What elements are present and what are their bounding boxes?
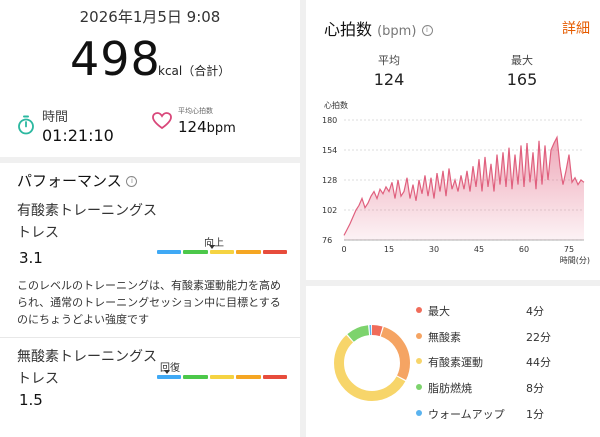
zone-slice-0 — [334, 325, 410, 401]
info-icon[interactable]: i — [126, 176, 138, 187]
section-divider — [0, 157, 300, 163]
chart-xtick-label: 45 — [474, 245, 484, 254]
aerobic-marker-icon — [209, 245, 215, 249]
duration-value: 01:21:10 — [42, 126, 114, 145]
aerobic-marker-label: 向上 — [204, 238, 224, 249]
stopwatch-icon — [18, 115, 34, 135]
scale-segment-3 — [236, 250, 261, 254]
chart-ytick-label: 180 — [322, 116, 337, 125]
chart-ytick-label: 76 — [322, 236, 332, 245]
anaerobic-stress-label: 無酸素トレーニングストレス — [17, 349, 157, 387]
scale-segment-2 — [209, 375, 235, 379]
aerobic-description: このレベルのトレーニングは、有酸素運動能力を高められ、通常のトレーニングセッショ… — [17, 279, 281, 326]
zone-color-dot — [416, 410, 422, 416]
zone-name: 無酸素 — [428, 331, 461, 344]
performance-title: パフォーマンス i — [17, 170, 138, 191]
aerobic-stress-scale — [157, 250, 289, 254]
performance-title-text: パフォーマンス — [17, 172, 122, 190]
details-link[interactable]: 詳細 — [562, 21, 590, 37]
chart-xtick-label: 60 — [519, 245, 529, 254]
avg-hr-unit: bpm — [206, 121, 236, 136]
zone-color-dot — [416, 384, 422, 390]
zone-name: 脂肪燃焼 — [428, 382, 472, 395]
zone-duration: 1分 — [526, 408, 544, 421]
scale-segment-3 — [236, 375, 261, 379]
zone-donut-chart — [334, 325, 410, 401]
scale-segment-0 — [157, 250, 182, 254]
aerobic-stress-value: 3.1 — [19, 249, 43, 267]
aerobic-stress-label: 有酸素トレーニングストレス — [17, 203, 157, 241]
hr-avg-value: 124 — [373, 70, 405, 89]
heart-rate-unit: (bpm) — [377, 24, 417, 39]
duration-label: 時間 — [42, 110, 69, 125]
chart-ytick-label: 102 — [322, 206, 337, 215]
zone-name: ウォームアップ — [428, 408, 505, 421]
section-divider — [300, 280, 600, 286]
chart-xtick-label: 15 — [384, 245, 394, 254]
avg-hr-number: 124 — [178, 118, 207, 136]
zone-color-dot — [416, 333, 422, 339]
chart-series-line — [343, 135, 585, 236]
info-icon[interactable]: i — [421, 25, 433, 36]
chart-ylabel: 心拍数 — [324, 100, 348, 110]
hr-max-label: 最大 — [511, 54, 533, 67]
heart-rate-title: 心拍数 (bpm) i — [324, 16, 433, 40]
zone-slice-1 — [334, 325, 410, 401]
scale-segment-2 — [209, 250, 235, 254]
calories-value: 498 — [70, 32, 161, 86]
anaerobic-marker-icon — [164, 370, 170, 374]
zone-name: 有酸素運動 — [428, 356, 483, 369]
calories-unit: kcal（合計） — [158, 64, 231, 78]
chart-xlabel: 時間(分) — [560, 256, 590, 265]
zone-duration: 44分 — [526, 356, 551, 369]
heart-rate-title-text: 心拍数 — [324, 20, 373, 39]
workout-summary-panel: 2026年1月5日 9:08 498 kcal（合計） 時間 01:21:10 … — [0, 8, 300, 409]
zone-slice-2 — [334, 325, 410, 401]
anaerobic-stress-value: 1.5 — [19, 391, 43, 409]
chart-xtick-label: 0 — [341, 245, 346, 254]
scale-segment-4 — [262, 250, 288, 254]
chart-ytick-label: 154 — [322, 146, 337, 155]
hr-avg-label: 平均 — [378, 54, 400, 67]
zone-duration: 8分 — [526, 382, 544, 395]
zone-duration: 22分 — [526, 331, 551, 344]
chart-xtick-label: 30 — [429, 245, 439, 254]
chart-xtick-label: 75 — [564, 245, 574, 254]
hr-max-value: 165 — [506, 70, 538, 89]
anaerobic-marker-label: 回復 — [160, 363, 180, 374]
heart-rate-panel: 心拍数 (bpm) i 詳細 平均 124 最大 165 心拍数 76 102 128… — [300, 0, 600, 437]
scale-segment-1 — [183, 375, 208, 379]
zone-name: 最大 — [428, 305, 450, 318]
zone-color-dot — [416, 358, 422, 364]
zone-color-dot — [416, 307, 422, 313]
avg-hr-label: 平均心拍数 — [178, 107, 213, 115]
scale-segment-1 — [183, 250, 208, 254]
scale-segment-0 — [157, 375, 182, 379]
zone-duration: 4分 — [526, 305, 544, 318]
row-divider — [0, 337, 300, 338]
avg-hr-value: 124bpm — [178, 118, 236, 136]
scale-segment-4 — [262, 375, 288, 379]
workout-datetime: 2026年1月5日 9:08 — [79, 8, 221, 26]
anaerobic-stress-scale — [157, 375, 289, 379]
heart-icon — [152, 112, 172, 130]
heart-rate-chart: 心拍数 76 102 128 154 180 0 15 30 45 60 75 時間(分) — [322, 100, 590, 265]
column-divider — [300, 0, 306, 437]
chart-ytick-label: 128 — [322, 176, 337, 185]
chart-area — [344, 137, 584, 240]
